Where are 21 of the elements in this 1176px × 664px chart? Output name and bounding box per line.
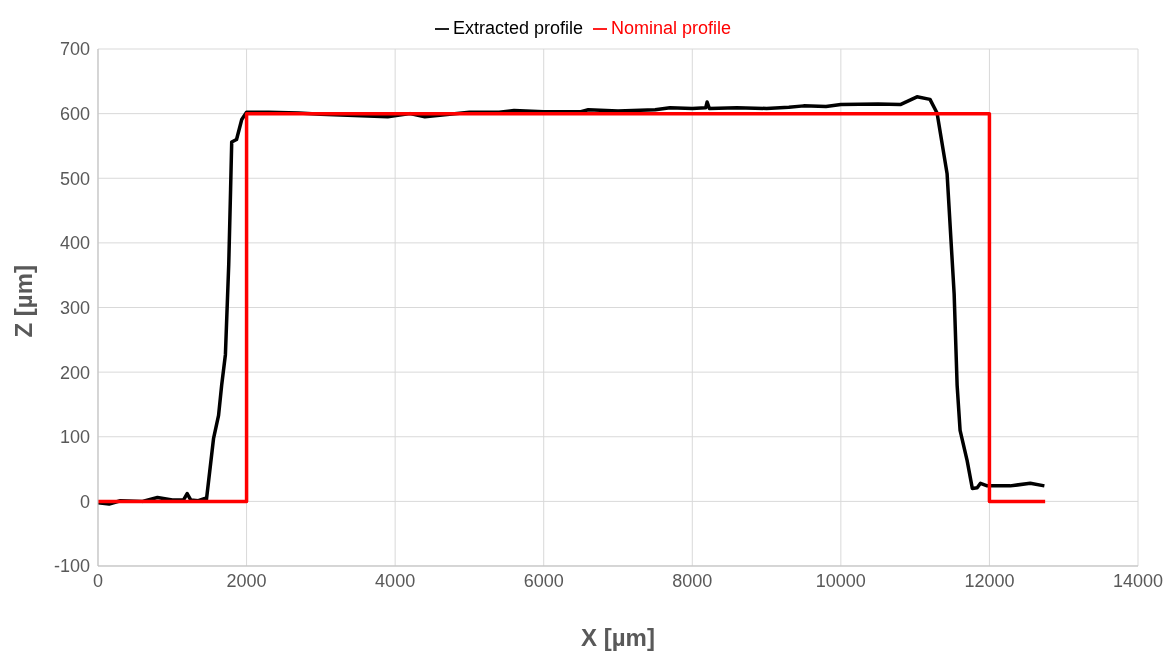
x-tick-label: 12000	[964, 570, 1015, 591]
x-axis-title: X [µm]	[581, 624, 655, 651]
legend-label: Nominal profile	[611, 18, 732, 38]
y-tick-label: 300	[59, 297, 90, 318]
y-tick-label: 700	[59, 39, 90, 60]
x-tick-label: 2000	[226, 570, 267, 591]
x-tick-label: 8000	[672, 570, 713, 591]
y-tick-label: 100	[59, 427, 90, 448]
y-tick-label: -100	[53, 556, 90, 577]
x-tick-label: 6000	[523, 570, 564, 591]
x-tick-label: 14000	[1112, 570, 1164, 591]
x-tick-label: 0	[92, 570, 104, 591]
y-tick-label: 200	[59, 362, 90, 383]
y-tick-label: 600	[59, 104, 90, 125]
legend-label: Extracted profile	[452, 18, 583, 38]
y-tick-label: 500	[59, 168, 90, 189]
x-tick-label: 10000	[815, 570, 866, 591]
y-axis-title: Z [µm]	[9, 265, 37, 338]
y-tick-label: 400	[59, 233, 90, 254]
x-tick-label: 4000	[375, 570, 416, 591]
y-tick-label: 0	[79, 491, 90, 512]
